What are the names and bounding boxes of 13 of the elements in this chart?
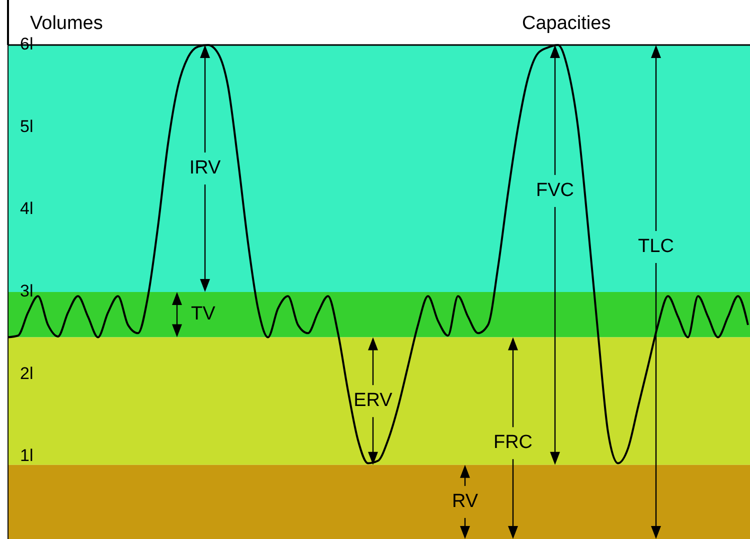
y-tick-label: 4l <box>20 199 34 218</box>
band-label: TV <box>191 304 216 325</box>
y-tick-label: 5l <box>20 116 34 136</box>
text: Volumes <box>30 13 103 34</box>
y-tick-label: 1l <box>20 446 34 466</box>
text: Capacities <box>522 13 611 34</box>
band-label: RV <box>452 490 478 512</box>
annotation: FVC <box>536 180 574 201</box>
annotation: TLC <box>638 236 674 258</box>
band-label: ERV <box>354 390 393 412</box>
annotation: FRC <box>493 432 533 454</box>
y-tick-label: 2l <box>20 364 34 383</box>
band-label: IRV <box>189 158 221 179</box>
